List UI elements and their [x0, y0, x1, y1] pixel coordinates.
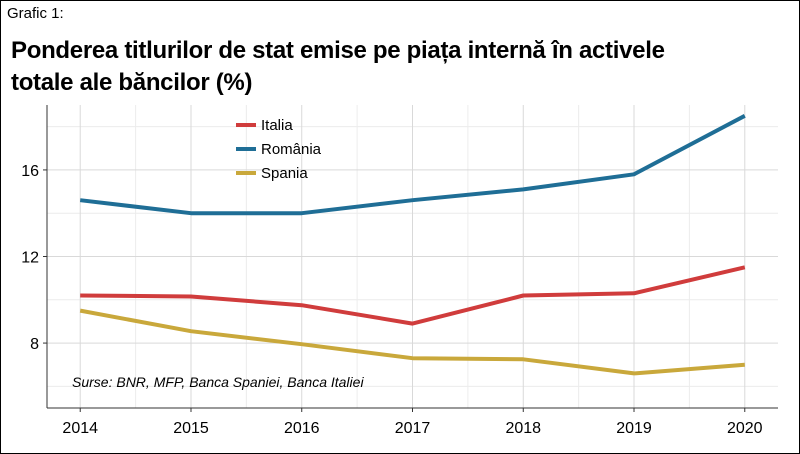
series-line-românia [79, 114, 746, 216]
series-line-spania [79, 308, 745, 376]
legend: Italia România Spania [236, 117, 322, 182]
axes: 8 12 16 2014 2015 2016 2017 2018 2019 2020 [21, 105, 778, 437]
source-note: Surse: BNR, MFP, Banca Spaniei, Banca It… [72, 374, 364, 390]
legend-label: Italia [261, 117, 293, 134]
y-tick-label: 8 [30, 336, 39, 353]
y-tick-label: 12 [21, 250, 39, 267]
x-tick-label: 2020 [727, 420, 763, 437]
chart-title: Ponderea titlurilor de stat emise pe pia… [11, 37, 665, 96]
x-tick-label: 2015 [173, 420, 209, 437]
y-tick-label: 16 [21, 163, 39, 180]
series-line-italia [80, 265, 746, 326]
x-tick-label: 2017 [395, 420, 431, 437]
x-tick-label: 2018 [505, 420, 541, 437]
chart-caption: Grafic 1: [7, 5, 64, 22]
x-tick-label: 2019 [616, 420, 652, 437]
x-tick-label: 2016 [284, 420, 320, 437]
series-lines [79, 114, 746, 376]
legend-label: România [261, 141, 322, 158]
x-tick-label: 2014 [62, 420, 98, 437]
legend-label: Spania [261, 165, 308, 182]
grid [47, 105, 778, 408]
